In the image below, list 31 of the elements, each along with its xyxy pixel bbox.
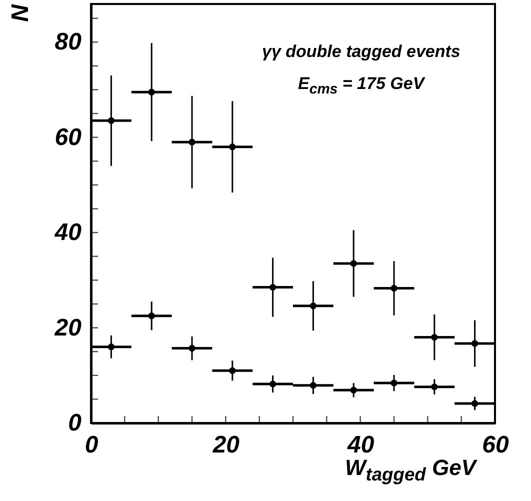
y-tick-label: 40 [54, 219, 82, 246]
y-tick-label: 60 [54, 124, 82, 151]
point [310, 302, 317, 310]
point [108, 343, 115, 350]
point [188, 138, 196, 146]
x-tick-label: 20 [212, 432, 240, 458]
x-tick-label: 60 [482, 432, 510, 458]
point [148, 88, 155, 96]
annotation: γγ double tagged events [262, 42, 460, 62]
y-tick-label: 0 [68, 410, 82, 436]
point [188, 344, 196, 352]
point [148, 312, 155, 320]
point [431, 383, 438, 390]
point [471, 340, 478, 347]
point [310, 382, 317, 389]
y-tick-label: 20 [54, 314, 82, 342]
point [229, 143, 236, 150]
y-axis-title: N [6, 4, 34, 22]
point [350, 386, 357, 394]
x-tick-label: 0 [84, 432, 99, 458]
point [269, 380, 276, 388]
point [269, 284, 276, 291]
y-tick-label: 80 [54, 28, 82, 56]
point [390, 284, 398, 292]
point [229, 367, 236, 374]
annotation: E$_{cms}$ = 175 GeV [298, 74, 424, 98]
point [431, 334, 438, 341]
point [390, 380, 398, 386]
point [108, 117, 115, 124]
point [350, 260, 357, 267]
point [471, 400, 478, 407]
